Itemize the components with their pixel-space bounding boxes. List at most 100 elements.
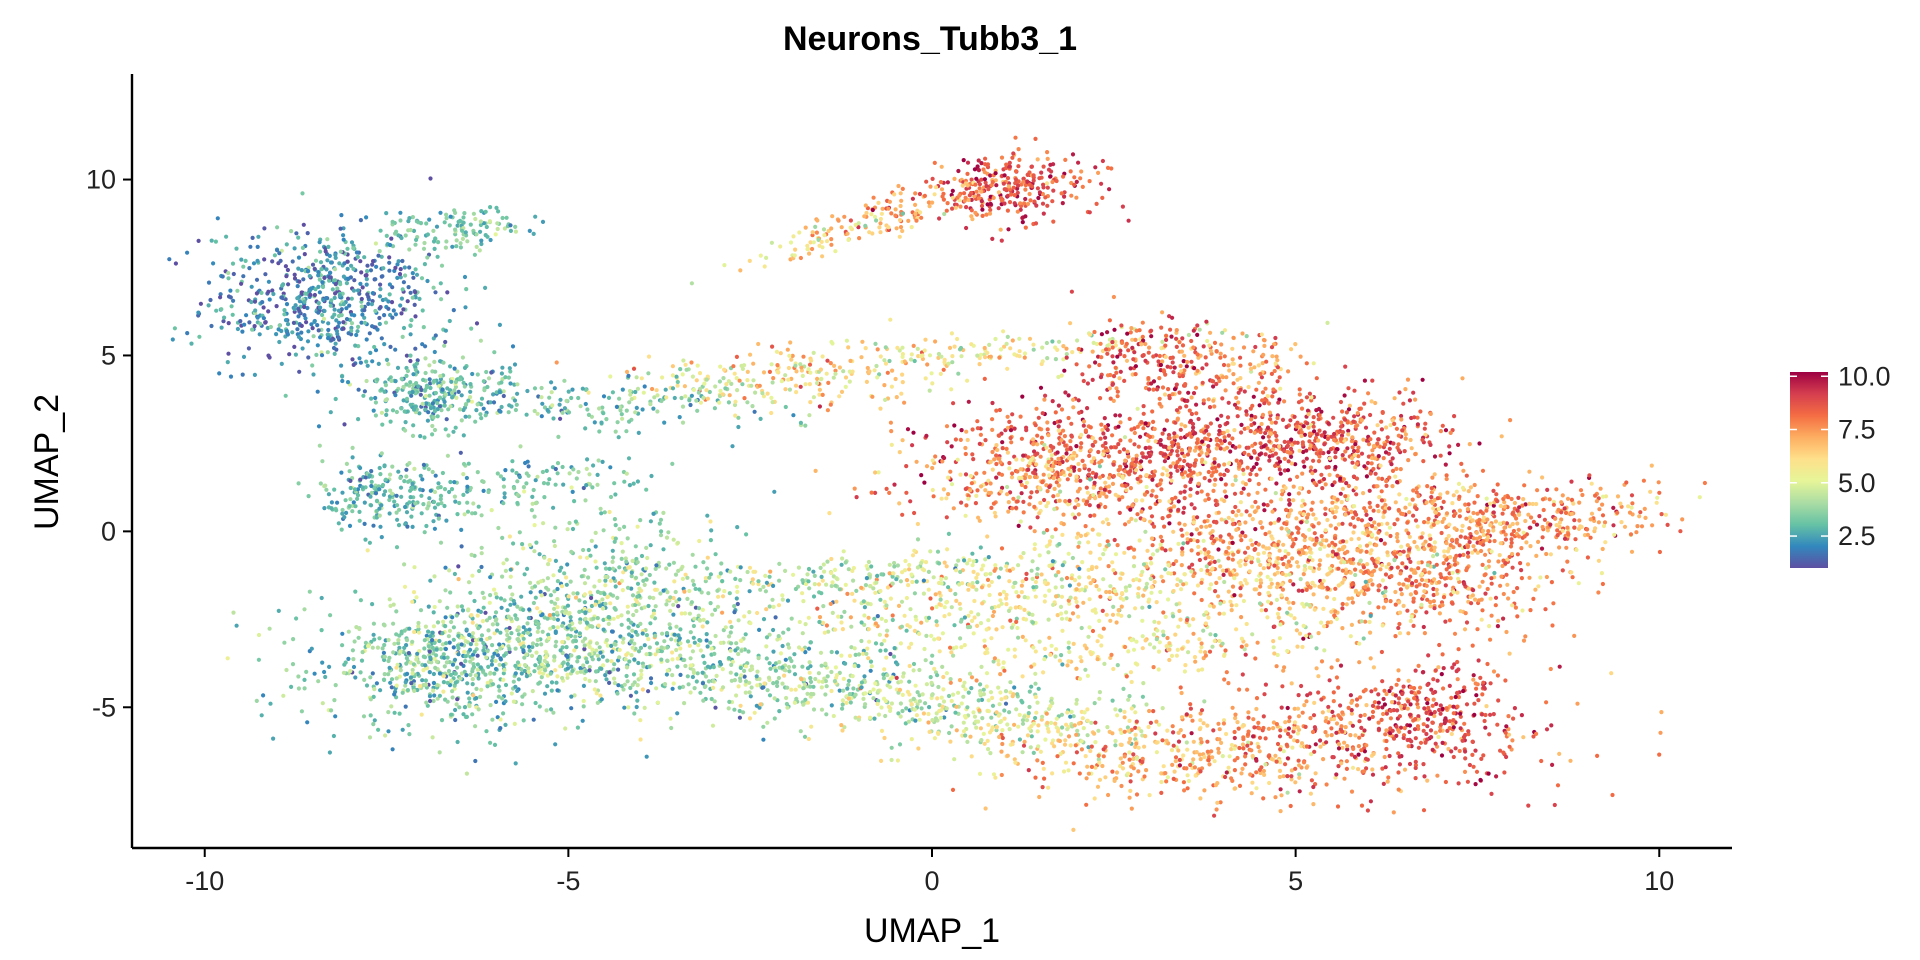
cell-point <box>352 487 358 492</box>
cell-point <box>361 393 366 398</box>
cell-point <box>649 680 654 686</box>
cell-point <box>586 547 591 553</box>
cell-point <box>1296 758 1301 763</box>
cell-point <box>387 497 392 503</box>
cell-point <box>1005 753 1010 758</box>
cell-point <box>695 408 700 413</box>
cell-point <box>1249 791 1254 796</box>
cell-point <box>579 574 584 579</box>
cell-point <box>1007 160 1012 165</box>
cell-point <box>1356 767 1361 772</box>
cell-point <box>1122 754 1127 759</box>
cell-point <box>479 687 484 692</box>
cell-point <box>399 296 404 301</box>
cell-point <box>919 706 924 711</box>
cell-point <box>394 632 399 637</box>
cell-point <box>595 616 600 621</box>
cell-point <box>455 665 460 670</box>
cell-point <box>697 538 702 544</box>
cell-point <box>253 308 258 313</box>
cell-point <box>415 651 420 656</box>
cell-point <box>555 586 560 592</box>
cell-point <box>431 688 436 693</box>
cell-point <box>1274 759 1279 764</box>
cell-point <box>560 675 565 681</box>
cell-point <box>1046 729 1051 734</box>
cell-point <box>561 482 566 487</box>
cell-point <box>1176 748 1181 753</box>
cell-point <box>1235 720 1240 725</box>
cell-point <box>225 656 230 661</box>
cell-point <box>1012 201 1017 206</box>
cell-point <box>1227 754 1232 759</box>
cell-point <box>454 238 459 243</box>
cell-point <box>390 491 395 496</box>
cell-point <box>545 663 551 668</box>
cell-point <box>932 160 937 165</box>
cell-point <box>708 640 713 645</box>
cell-point <box>876 712 882 717</box>
cell-point <box>428 488 433 493</box>
cell-point <box>1181 753 1186 758</box>
cell-point <box>1153 731 1158 736</box>
cell-point <box>555 688 560 693</box>
cell-point <box>1032 199 1037 204</box>
cell-point <box>447 628 453 633</box>
cell-point <box>738 665 743 671</box>
cell-point <box>1287 715 1292 720</box>
cell-point <box>396 259 401 264</box>
cell-point <box>462 705 468 710</box>
cell-point <box>792 700 798 705</box>
cell-point <box>413 314 418 319</box>
cell-point <box>495 715 500 720</box>
cell-point <box>437 599 442 604</box>
cell-point <box>624 673 629 679</box>
cell-point <box>338 249 343 254</box>
cell-point <box>1263 762 1268 767</box>
cell-point <box>305 231 310 236</box>
cell-point <box>558 648 563 653</box>
cell-point <box>206 280 212 285</box>
cell-point <box>1230 705 1235 710</box>
cell-point <box>228 374 234 379</box>
cell-point <box>527 648 532 653</box>
cell-point <box>306 494 311 499</box>
cell-point <box>407 265 412 270</box>
cell-point <box>296 686 301 691</box>
cell-point <box>1278 809 1283 814</box>
cell-point <box>565 661 570 667</box>
cell-point <box>765 720 770 725</box>
cell-point <box>732 707 737 712</box>
cell-point <box>418 473 423 478</box>
cell-point <box>1023 187 1028 192</box>
cell-point <box>410 271 415 276</box>
cell-point <box>305 305 310 311</box>
cell-point <box>850 674 855 679</box>
cell-point <box>502 667 507 673</box>
cell-point <box>620 416 625 421</box>
cell-point <box>976 719 981 724</box>
cell-point <box>990 695 995 701</box>
cell-point <box>521 648 526 653</box>
cell-point <box>1447 683 1452 689</box>
cell-point <box>1154 719 1159 724</box>
cell-point <box>1389 685 1394 691</box>
cell-point <box>373 491 379 496</box>
cell-point <box>501 501 506 506</box>
cell-point <box>296 334 301 339</box>
cell-point <box>1416 690 1422 695</box>
cell-point <box>418 221 424 226</box>
cell-point <box>494 595 499 600</box>
cell-point <box>583 426 588 431</box>
cell-point <box>1051 188 1056 193</box>
cell-point <box>522 489 527 494</box>
cell-point <box>532 584 538 589</box>
cell-point <box>1120 204 1125 209</box>
cell-point <box>640 407 645 412</box>
cell-point <box>322 506 327 511</box>
cell-point <box>445 699 450 704</box>
cell-point <box>1474 693 1479 698</box>
cell-point <box>1006 184 1012 189</box>
cell-point <box>393 347 398 352</box>
cell-point <box>1181 734 1187 739</box>
